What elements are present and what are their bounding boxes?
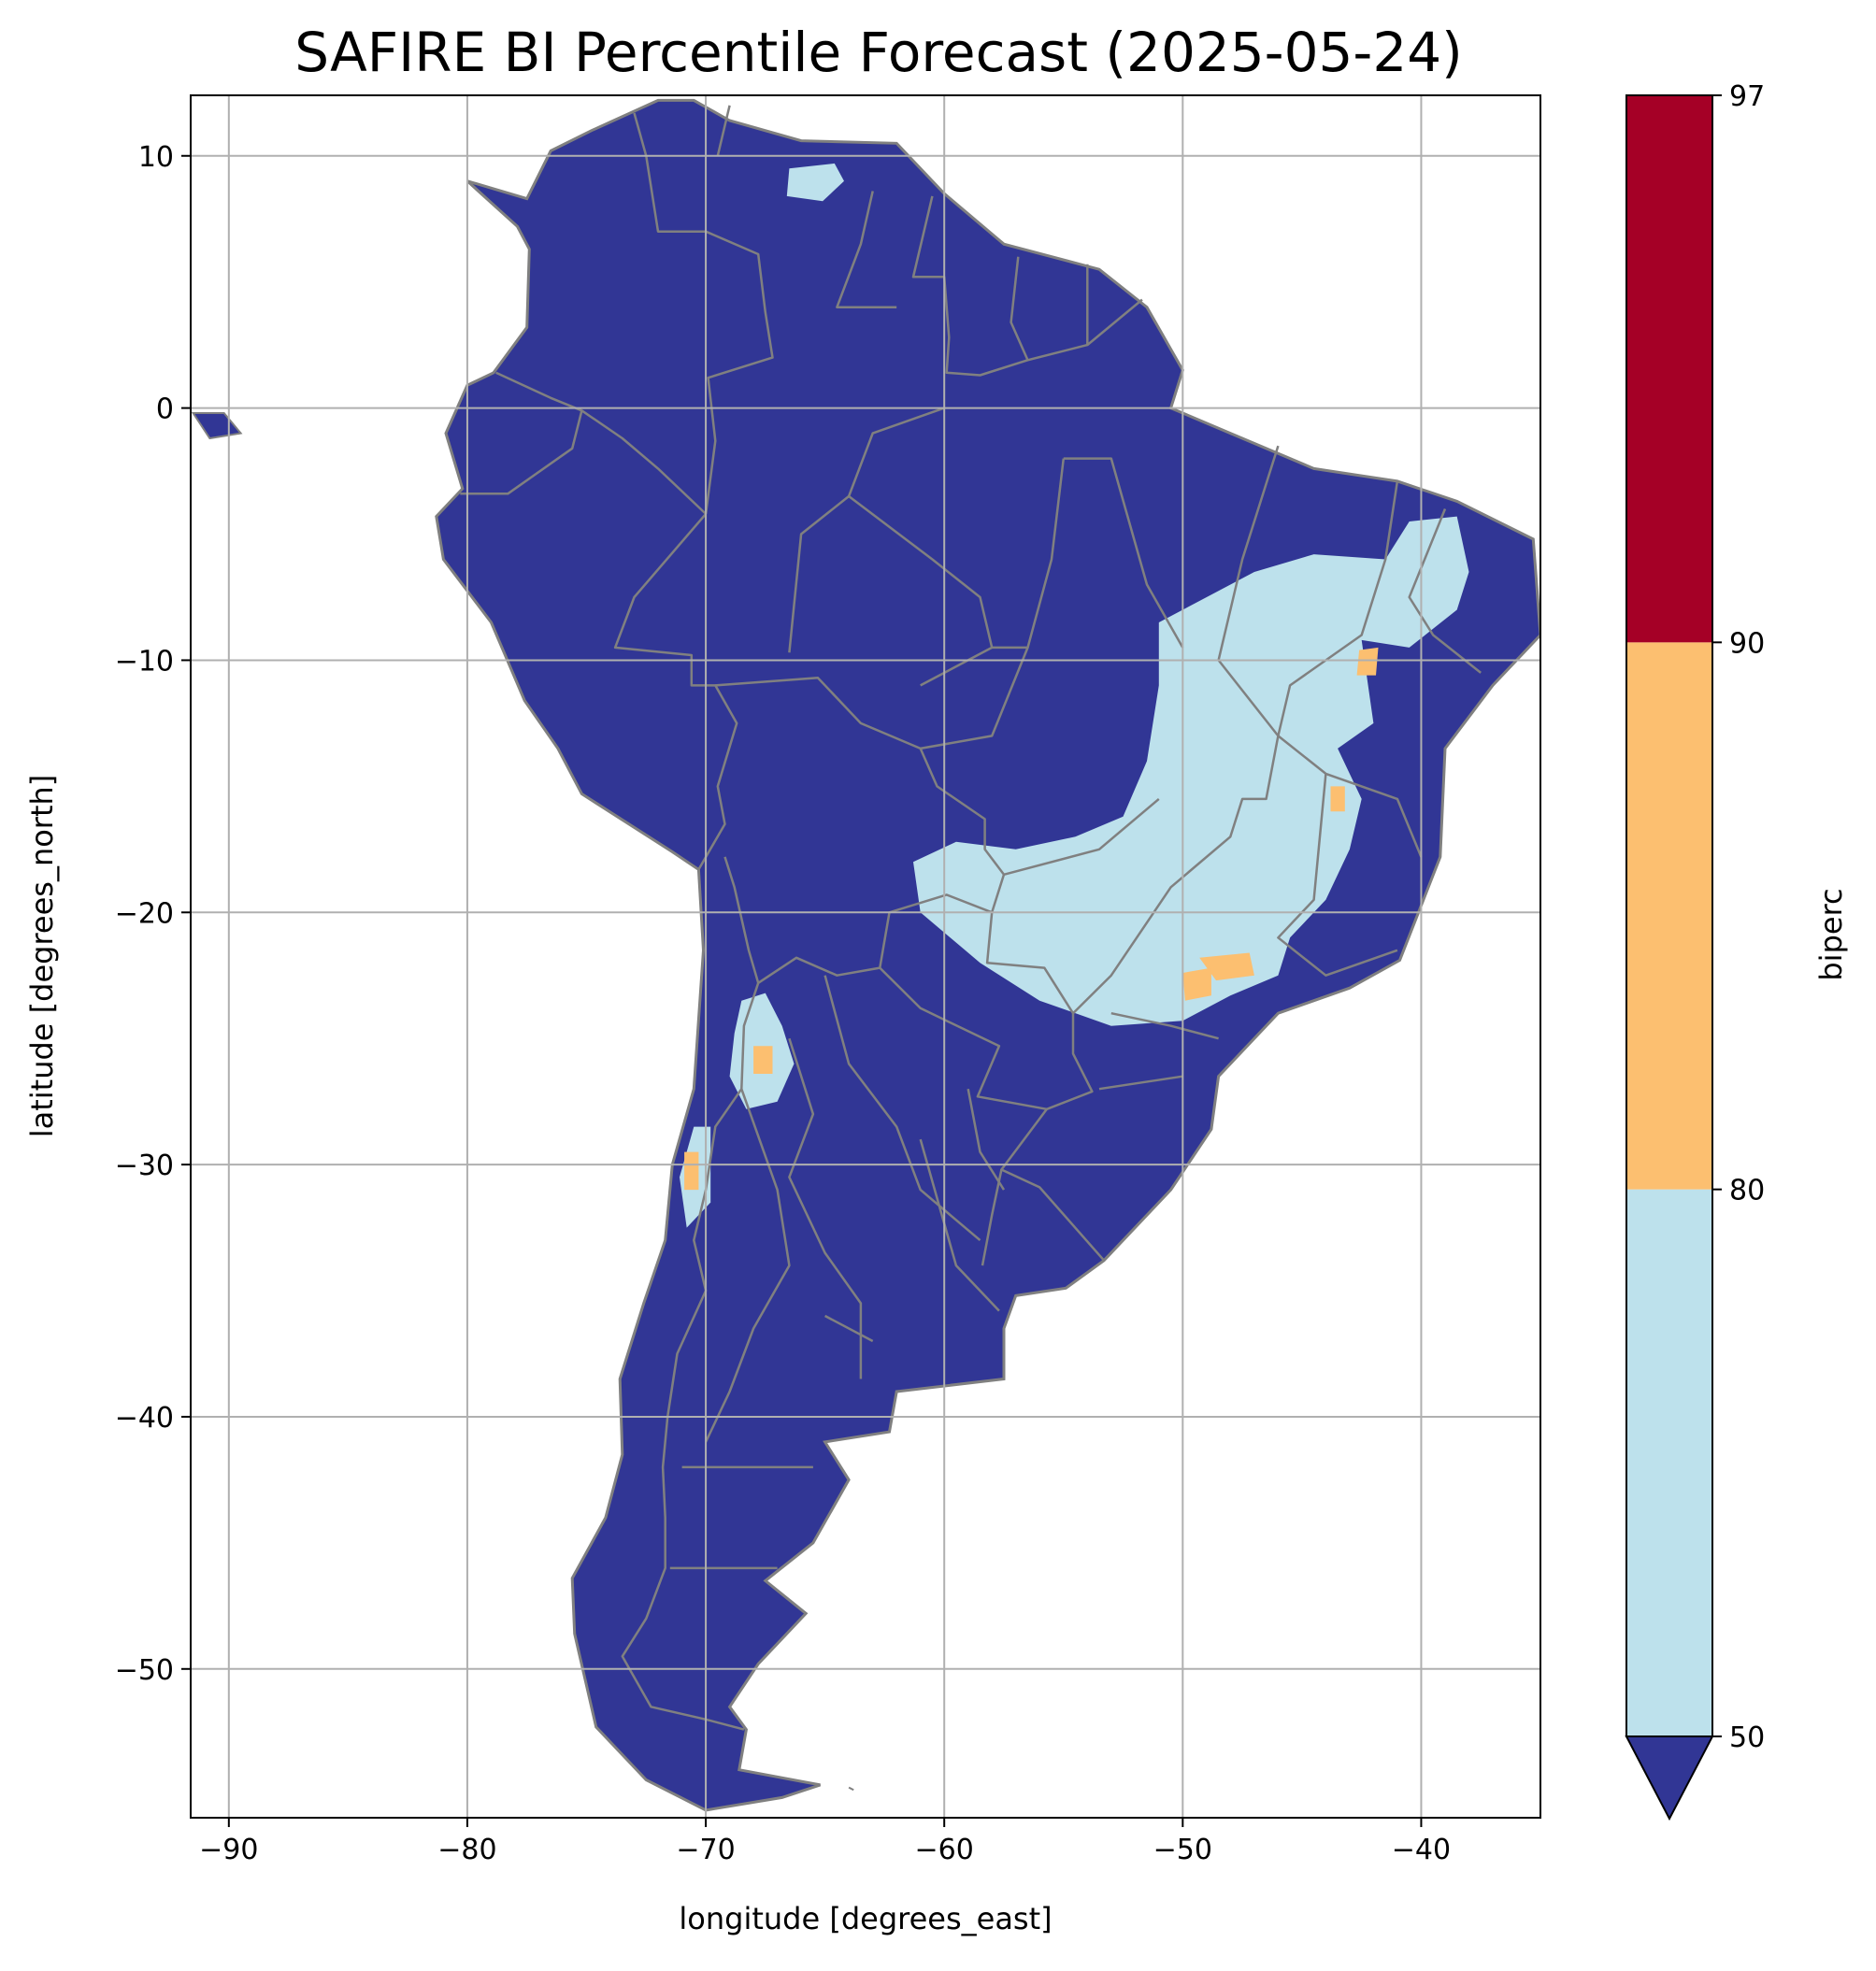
y-tick-label-1: 0 <box>156 393 174 426</box>
border-line-25 <box>1277 773 1398 977</box>
border-line-0 <box>633 112 774 515</box>
y-tick-label-4: −30 <box>115 1150 174 1182</box>
x-tick-label-5: −40 <box>1392 1834 1451 1866</box>
colorbar-tick-label-3: 97 <box>1729 80 1765 113</box>
border-line-26 <box>1110 1011 1219 1040</box>
y-axis-ticks: 10 0 −10 −20 −30 −40 −50 <box>115 141 191 1687</box>
border-line-7 <box>985 912 1106 1262</box>
orange-percentile-region-3 <box>1330 786 1345 812</box>
orange-percentile-region-4 <box>753 1046 773 1074</box>
x-tick-label-3: −60 <box>915 1834 974 1866</box>
map-layer <box>191 98 1540 1812</box>
orange-percentile-region-0 <box>1199 952 1254 981</box>
border-line-9 <box>879 966 1048 1111</box>
light-percentile-region-1 <box>913 516 1469 1026</box>
colorbar-frame <box>1625 94 1713 1737</box>
y-tick-label-0: 10 <box>138 141 174 174</box>
grid-lines <box>191 95 1540 1818</box>
plot-frame <box>190 94 1541 1819</box>
border-line-22 <box>1277 480 1399 736</box>
map-title: SAFIRE BI Percentile Forecast (2025-05-2… <box>294 21 1463 84</box>
border-line-30 <box>704 1088 791 1443</box>
border-line-6 <box>723 856 993 985</box>
orange-percentile-region-2 <box>1356 647 1379 676</box>
border-line-24 <box>1277 735 1423 858</box>
y-axis-label: latitude [degrees_north] <box>24 775 60 1138</box>
border-line-27 <box>1098 1075 1183 1091</box>
border-line-17 <box>992 458 1066 650</box>
border-line-20 <box>1003 797 1160 877</box>
border-line-5 <box>715 677 1006 913</box>
colorbar-tick-label-0: 50 <box>1729 1721 1765 1754</box>
x-axis-ticks: −90 −80 −70 −60 −50 −40 <box>199 1818 1451 1866</box>
border-line-11 <box>580 409 707 515</box>
orange-percentile-region-1 <box>1182 967 1211 1001</box>
colorbar-bin-1 <box>1626 642 1712 1190</box>
border-line-4 <box>613 513 738 871</box>
x-tick-label-2: −70 <box>676 1834 735 1866</box>
border-line-34 <box>967 1088 1006 1191</box>
colorbar-label: biperc <box>1813 888 1849 980</box>
border-line-1 <box>911 195 1143 377</box>
border-line-35 <box>919 1138 1000 1312</box>
map-plot-area <box>190 94 1541 1819</box>
border-line-16 <box>788 495 850 653</box>
border-line-18 <box>1063 457 1184 649</box>
border-line-8 <box>981 1169 1003 1266</box>
border-line-19 <box>1072 445 1280 1015</box>
colorbar-bin-2 <box>1626 95 1712 643</box>
border-line-14 <box>836 191 897 308</box>
x-tick-label-1: −80 <box>437 1834 496 1866</box>
y-tick-label-3: −20 <box>115 897 174 930</box>
colorbar: 50 80 90 97 <box>1625 80 1765 1821</box>
border-line-13 <box>716 105 731 157</box>
x-tick-label-0: −90 <box>199 1834 258 1866</box>
x-axis-label: longitude [degrees_east] <box>679 1901 1052 1936</box>
y-tick-label-6: −50 <box>115 1654 174 1687</box>
border-line-29 <box>788 1037 863 1379</box>
y-tick-label-5: −40 <box>115 1402 174 1435</box>
island-1 <box>848 1786 854 1792</box>
colorbar-tick-label-2: 90 <box>1729 627 1765 660</box>
colorbar-tick-label-1: 80 <box>1729 1175 1765 1207</box>
colorbar-under-arrow <box>1625 1735 1714 1821</box>
light-percentile-region-0 <box>786 163 844 202</box>
border-line-12 <box>460 371 583 495</box>
orange-percentile-region-5 <box>684 1151 699 1191</box>
y-tick-label-2: −10 <box>115 645 174 678</box>
colorbar-bin-0 <box>1626 1189 1712 1736</box>
x-tick-label-4: −50 <box>1153 1834 1212 1866</box>
border-line-2 <box>1010 256 1029 361</box>
border-line-31 <box>824 1314 874 1343</box>
